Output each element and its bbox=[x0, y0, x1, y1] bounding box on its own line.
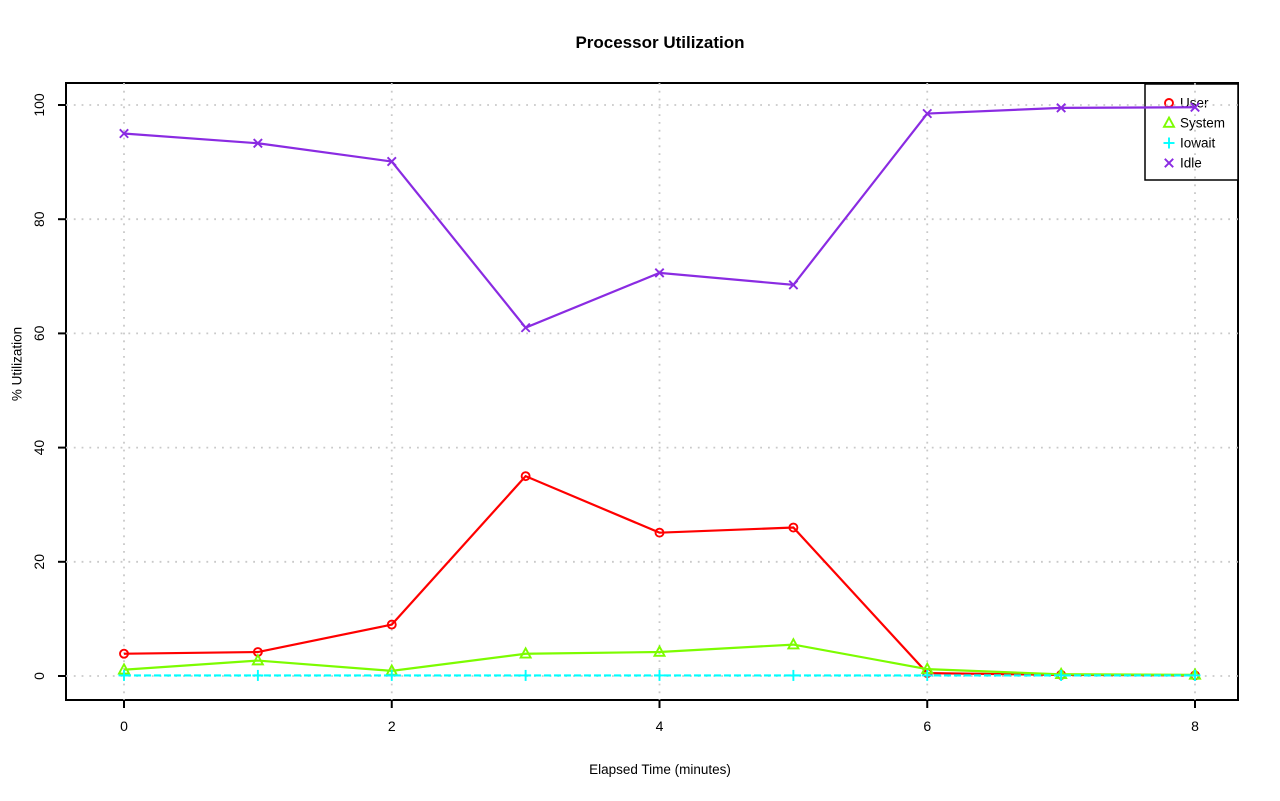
point-circle bbox=[654, 527, 665, 538]
point-x bbox=[1190, 102, 1200, 113]
plot-border bbox=[65, 82, 1239, 701]
legend-item-idle: Idle bbox=[1164, 156, 1202, 171]
legend-item-iowait: Iowait bbox=[1163, 136, 1216, 151]
point-x bbox=[1056, 102, 1066, 113]
point-x bbox=[253, 138, 263, 149]
legend-label-idle: Idle bbox=[1180, 156, 1202, 171]
y-tick-label: 40 bbox=[31, 440, 47, 456]
point-circle bbox=[386, 619, 397, 630]
legend-label-iowait: Iowait bbox=[1180, 136, 1216, 151]
chart-title: Processor Utilization bbox=[575, 33, 745, 52]
gridlines bbox=[66, 83, 1238, 700]
point-x bbox=[520, 322, 531, 333]
x-tick-label: 2 bbox=[388, 718, 396, 734]
series-iowait bbox=[118, 669, 1201, 681]
point-x bbox=[788, 279, 799, 290]
y-tick-label: 80 bbox=[31, 211, 47, 227]
x-tick-label: 4 bbox=[656, 718, 664, 734]
point-triangle bbox=[251, 653, 265, 666]
legend-label-system: System bbox=[1180, 116, 1225, 131]
point-x bbox=[922, 108, 933, 119]
x-axis-label: Elapsed Time (minutes) bbox=[589, 762, 731, 777]
point-x bbox=[1164, 158, 1174, 168]
x-tick-label: 0 bbox=[120, 718, 128, 734]
point-circle bbox=[788, 522, 799, 533]
point-triangle bbox=[786, 637, 800, 650]
series-line-user bbox=[123, 474, 1196, 677]
x-tick-label: 6 bbox=[923, 718, 931, 734]
point-triangle bbox=[652, 644, 667, 657]
x-tick-label: 8 bbox=[1191, 718, 1199, 734]
y-tick-label: 20 bbox=[31, 554, 47, 570]
legend-item-system: System bbox=[1162, 115, 1225, 131]
point-triangle bbox=[1162, 115, 1176, 128]
point-x bbox=[119, 128, 129, 139]
series-line-system bbox=[123, 643, 1196, 676]
point-x bbox=[386, 156, 397, 167]
y-tick-label: 60 bbox=[31, 325, 47, 341]
point-triangle bbox=[519, 646, 533, 659]
point-x bbox=[654, 268, 665, 278]
y-tick-label: 100 bbox=[31, 93, 47, 117]
legend-box bbox=[1144, 83, 1239, 181]
point-circle bbox=[520, 471, 531, 482]
series-idle bbox=[119, 102, 1200, 333]
y-tick-label: 0 bbox=[31, 672, 47, 680]
point-circle bbox=[119, 648, 129, 659]
